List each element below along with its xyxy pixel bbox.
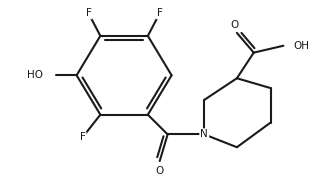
Text: F: F <box>80 132 85 142</box>
Text: O: O <box>231 20 239 30</box>
Text: OH: OH <box>293 41 309 51</box>
Text: O: O <box>156 166 164 176</box>
Text: N: N <box>200 129 208 139</box>
Text: F: F <box>86 8 91 18</box>
Text: HO: HO <box>27 70 43 80</box>
Text: F: F <box>157 8 163 18</box>
